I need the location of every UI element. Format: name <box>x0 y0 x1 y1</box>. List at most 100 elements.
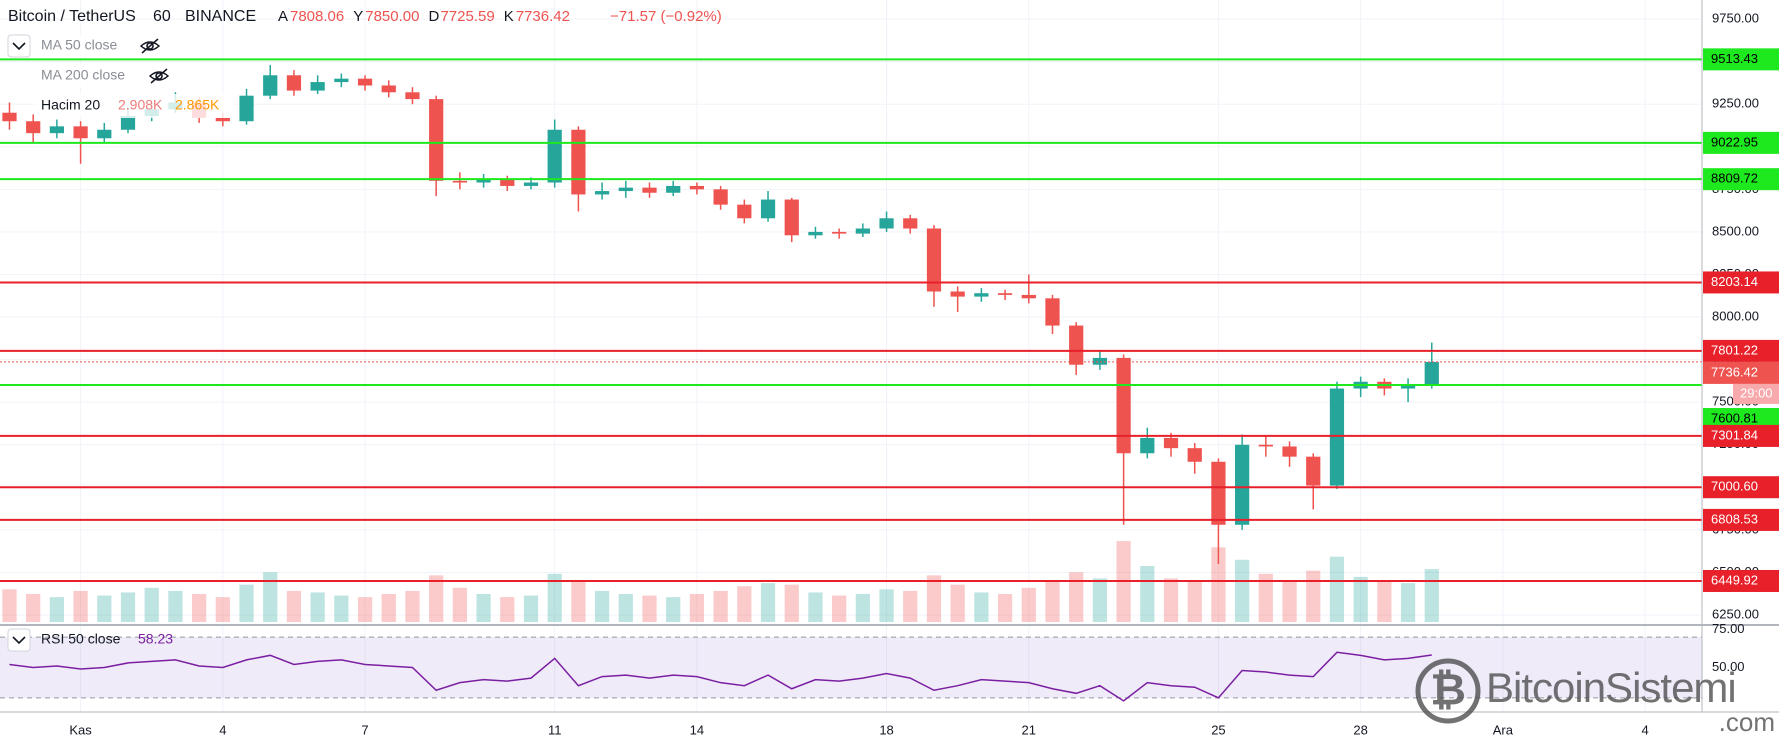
volume-bar <box>523 595 539 622</box>
watermark: ₿ BitcoinSistemi .com <box>1415 658 1775 737</box>
volume-bar <box>571 581 586 622</box>
candle-body <box>547 129 562 183</box>
level-label-bg <box>1703 131 1779 154</box>
volume-bar <box>239 584 254 622</box>
x-tick-label: 4 <box>1641 722 1648 737</box>
volume-bar <box>357 597 373 622</box>
level-label: 8203.14 <box>1711 274 1758 289</box>
exchange: BINANCE <box>185 8 256 25</box>
volume-bar <box>1329 556 1345 622</box>
volume-bar <box>144 587 159 622</box>
candle-body <box>239 95 254 122</box>
candle-body <box>49 126 65 134</box>
collapse-toggle[interactable] <box>7 34 31 58</box>
indicator-name[interactable]: Hacim 20 <box>41 97 100 113</box>
symbol: Bitcoin / TetherUS <box>8 8 136 25</box>
volume-bar <box>286 590 302 622</box>
volume-bar <box>192 594 207 622</box>
watermark-suffix: .com <box>1719 707 1775 737</box>
legend-bg <box>34 64 176 88</box>
volume-bar <box>950 584 965 622</box>
candle-body <box>974 293 989 297</box>
rsi-name[interactable]: RSI 50 close <box>41 631 121 647</box>
y-tick-label: 8500.00 <box>1712 223 1759 238</box>
volume-bar <box>1092 578 1108 622</box>
volume-bar <box>334 595 349 622</box>
candle-body <box>476 179 491 183</box>
volume-bar <box>1187 580 1202 622</box>
level-label-bg <box>1703 424 1779 447</box>
ohlc-label: A <box>278 8 288 25</box>
volume-bar <box>26 594 41 622</box>
level-label: 7801.22 <box>1711 342 1758 357</box>
candle-body <box>381 85 396 93</box>
ohlc: A 7808.06 Y 7850.00 D 7725.59 K 7736.42 <box>278 8 570 25</box>
candle-body <box>263 75 278 96</box>
candle-body <box>997 293 1013 295</box>
candle-body <box>1258 444 1273 447</box>
candle-body <box>737 204 752 219</box>
level-label-bg <box>1703 168 1779 191</box>
volume-bar <box>832 595 847 622</box>
candle-body <box>405 92 420 100</box>
volume-bar <box>215 597 230 622</box>
indicator-name[interactable]: MA 200 close <box>41 67 125 83</box>
level-label-bg <box>1703 569 1779 592</box>
y-tick-label: 9250.00 <box>1712 96 1759 111</box>
candle-body <box>1069 325 1084 365</box>
candle-body <box>120 116 136 130</box>
level-label: 6808.53 <box>1711 511 1758 526</box>
candle-body <box>215 117 230 122</box>
candle-body <box>571 129 586 195</box>
ohlc-value: 7808.06 <box>290 8 344 25</box>
candle-body <box>926 228 942 292</box>
candle-body <box>1282 446 1297 457</box>
candle-body <box>500 179 515 186</box>
candle-body <box>429 99 444 181</box>
candle-body <box>310 82 325 91</box>
volume-bar <box>381 594 396 622</box>
volume-bar <box>666 597 681 622</box>
y-tick-label: 8000.00 <box>1712 308 1759 323</box>
volume-bar <box>997 594 1013 622</box>
candle-body <box>760 199 776 219</box>
rsi-line <box>9 651 1432 702</box>
candle-body <box>879 218 894 229</box>
candle-body <box>808 231 823 236</box>
volume-bar <box>1353 576 1368 622</box>
candle-body <box>1306 456 1321 486</box>
hidden-icon[interactable] <box>148 68 170 84</box>
x-tick-label: Kas <box>69 722 92 737</box>
volume-bar <box>1258 573 1273 622</box>
candle-body <box>357 78 373 86</box>
time-axis <box>0 712 1779 748</box>
countdown: 29:00 <box>1740 385 1773 400</box>
volume-bar <box>642 595 657 622</box>
legend-bg <box>34 94 234 118</box>
hidden-icon[interactable] <box>139 38 161 54</box>
x-tick-label: 21 <box>1022 722 1036 737</box>
level-label: 7301.84 <box>1711 427 1758 442</box>
volume-bar <box>1211 547 1226 622</box>
indicator-name[interactable]: MA 50 close <box>41 37 117 53</box>
y-tick-label: 9750.00 <box>1712 11 1759 26</box>
collapse-toggle[interactable] <box>7 628 31 652</box>
level-label: 9022.95 <box>1711 134 1758 149</box>
level-label-bg <box>1703 271 1779 294</box>
volume-bar <box>1424 569 1439 622</box>
volume-bar <box>500 597 515 622</box>
volume-bar <box>1021 587 1036 622</box>
volume-bar <box>855 594 870 622</box>
volume-bar <box>429 575 444 622</box>
candle-body <box>855 228 870 234</box>
change: −71.57 (−0.92%) <box>610 8 722 25</box>
ohlc-value: 7725.59 <box>440 8 494 25</box>
candle-body <box>26 121 41 134</box>
candle-body <box>1045 298 1060 326</box>
rsi-tick-label: 75.00 <box>1712 621 1745 636</box>
candle-body <box>1235 444 1250 525</box>
logo <box>1415 658 1481 724</box>
candle-body <box>334 78 349 83</box>
